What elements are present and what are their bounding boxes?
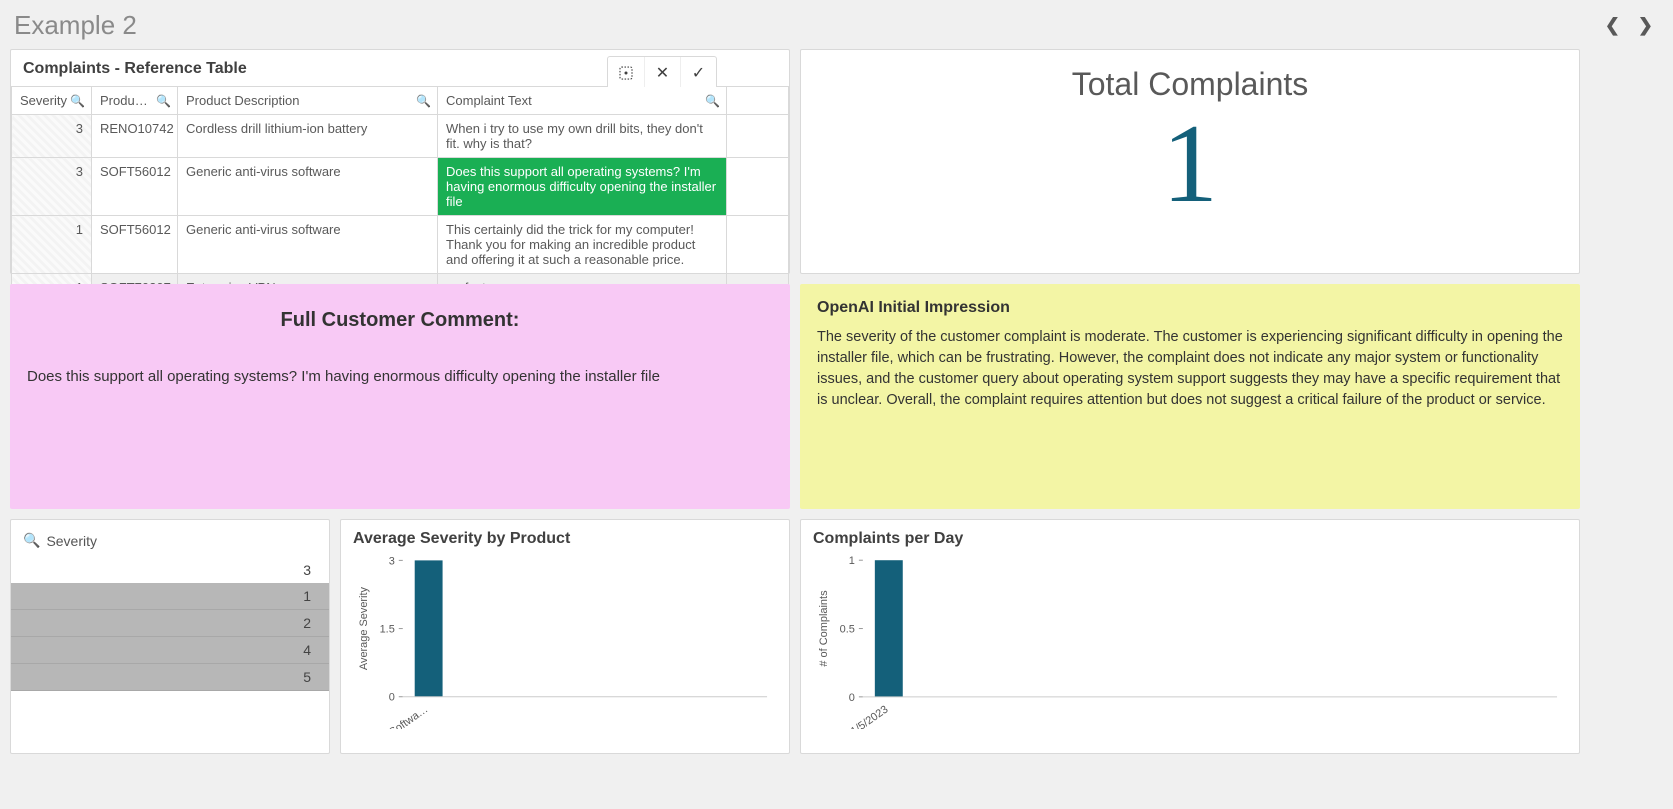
prev-sheet-icon[interactable]: ❮	[1605, 15, 1620, 36]
svg-text:0: 0	[849, 692, 855, 704]
severity-filter: 🔍 Severity 31245	[10, 519, 330, 754]
svg-text:Softwa…: Softwa…	[387, 703, 430, 729]
cell-severity: 3	[12, 115, 92, 158]
severity-option[interactable]: 1	[11, 583, 329, 610]
col-text[interactable]: Complaint Text🔍	[438, 87, 727, 115]
next-sheet-icon[interactable]: ❯	[1638, 15, 1653, 36]
search-icon[interactable]: 🔍	[705, 94, 720, 108]
svg-text:0.5: 0.5	[840, 624, 855, 636]
search-icon[interactable]: 🔍	[416, 94, 431, 108]
cell-text[interactable]: Does this support all operating systems?…	[438, 158, 727, 216]
sheet-nav: ❮ ❯	[1605, 15, 1653, 36]
kpi-label: Total Complaints	[801, 66, 1579, 103]
selection-toolbar: ✕ ✓	[607, 56, 717, 90]
table-row[interactable]: 3RENO10742Cordless drill lithium-ion bat…	[12, 115, 789, 158]
severity-option[interactable]: 3	[11, 557, 329, 583]
cell-severity: 3	[12, 158, 92, 216]
filter-heading[interactable]: 🔍 Severity	[11, 528, 329, 557]
col-product[interactable]: Produ…🔍	[92, 87, 178, 115]
svg-text:# of Complaints: # of Complaints	[818, 590, 830, 667]
table-row[interactable]: 3SOFT56012Generic anti-virus softwareDoe…	[12, 158, 789, 216]
impression-body: The severity of the customer complaint i…	[817, 327, 1563, 411]
avg-severity-chart: Average Severity by Product 0 1.5 3 Average…	[340, 519, 790, 754]
bar-chart[interactable]: 0 1.5 3 Average Severity Softwa…	[353, 554, 777, 729]
svg-text:3: 3	[389, 555, 395, 567]
col-padding	[727, 87, 789, 115]
table-header-row: Severity🔍 Produ…🔍 Product Description🔍 C…	[12, 87, 789, 115]
search-icon[interactable]: 🔍	[70, 94, 85, 108]
svg-text:1: 1	[849, 555, 855, 567]
complaints-per-day-chart: Complaints per Day 0 0.5 1 # of Complaints 1…	[800, 519, 1580, 754]
kpi-value: 1	[801, 103, 1579, 226]
cell-padding	[727, 115, 789, 158]
chart-title: Average Severity by Product	[353, 530, 777, 548]
cell-severity: 1	[12, 216, 92, 274]
lasso-icon[interactable]	[608, 57, 644, 89]
search-icon[interactable]: 🔍	[23, 532, 40, 549]
svg-text:1.5: 1.5	[380, 624, 395, 636]
chart-title: Complaints per Day	[813, 530, 1567, 548]
cell-product: SOFT56012	[92, 216, 178, 274]
cell-padding	[727, 158, 789, 216]
cell-text[interactable]: When i try to use my own drill bits, the…	[438, 115, 727, 158]
cell-product: SOFT56012	[92, 158, 178, 216]
col-severity[interactable]: Severity🔍	[12, 87, 92, 115]
cancel-selection-icon[interactable]: ✕	[644, 57, 680, 89]
cell-product: RENO10742	[92, 115, 178, 158]
openai-impression: OpenAI Initial Impression The severity o…	[800, 284, 1580, 509]
col-desc[interactable]: Product Description🔍	[178, 87, 438, 115]
page-header: Example 2 ❮ ❯	[0, 0, 1673, 49]
cell-padding	[727, 216, 789, 274]
cell-text[interactable]: This certainly did the trick for my comp…	[438, 216, 727, 274]
table-row[interactable]: 1SOFT56012Generic anti-virus softwareThi…	[12, 216, 789, 274]
total-complaints-kpi: Total Complaints 1	[800, 49, 1580, 274]
svg-text:Average Severity: Average Severity	[358, 586, 370, 670]
severity-option[interactable]: 2	[11, 610, 329, 637]
svg-text:0: 0	[389, 692, 395, 704]
comment-body: Does this support all operating systems?…	[11, 368, 789, 385]
cell-desc: Generic anti-virus software	[178, 216, 438, 274]
impression-heading: OpenAI Initial Impression	[817, 299, 1563, 317]
cell-desc: Cordless drill lithium-ion battery	[178, 115, 438, 158]
full-customer-comment: Full Customer Comment: Does this support…	[10, 284, 790, 509]
bar-chart[interactable]: 0 0.5 1 # of Complaints 1/5/2023	[813, 554, 1567, 729]
comment-heading: Full Customer Comment:	[11, 285, 789, 368]
complaints-reference-table: Complaints - Reference Table ✕ ✓ Severit…	[10, 49, 790, 274]
severity-list: 31245	[11, 557, 329, 691]
severity-option[interactable]: 5	[11, 664, 329, 691]
reference-data-table: Severity🔍 Produ…🔍 Product Description🔍 C…	[11, 86, 789, 302]
confirm-selection-icon[interactable]: ✓	[680, 57, 716, 89]
svg-text:1/5/2023: 1/5/2023	[849, 703, 891, 729]
page-title: Example 2	[14, 10, 137, 41]
severity-option[interactable]: 4	[11, 637, 329, 664]
cell-desc: Generic anti-virus software	[178, 158, 438, 216]
search-icon[interactable]: 🔍	[156, 94, 171, 108]
